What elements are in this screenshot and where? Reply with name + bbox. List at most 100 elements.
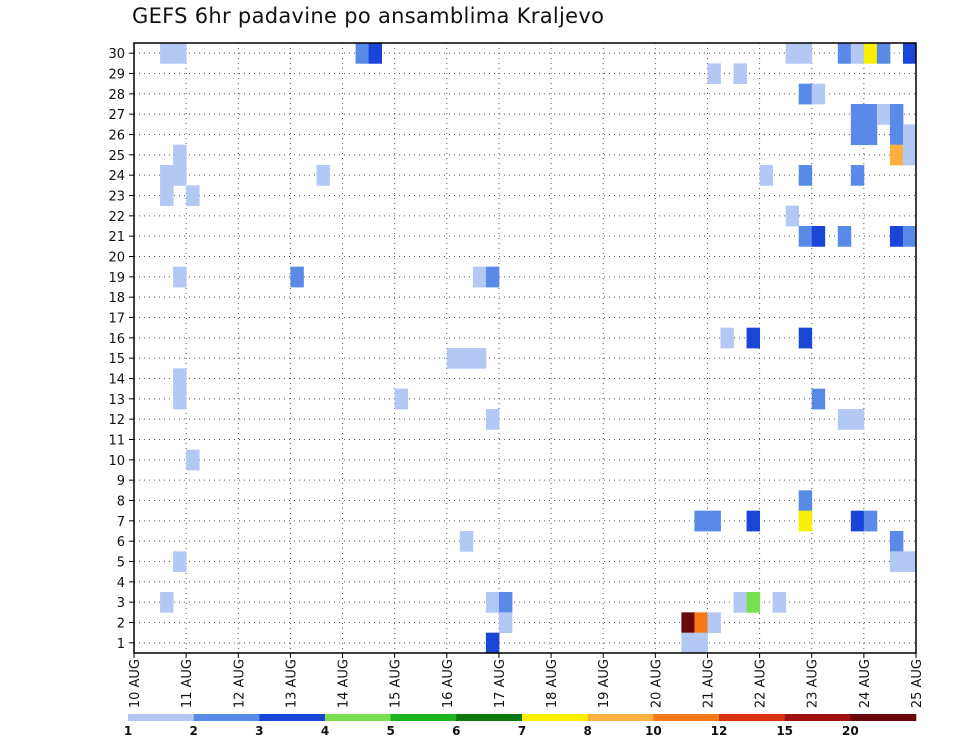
data-cell: [889, 144, 904, 166]
data-cell: [160, 185, 174, 207]
y-tick-label: 21: [108, 230, 125, 245]
colorbar-segment: [128, 714, 194, 721]
colorbar-segment: [193, 714, 260, 721]
data-cell: [160, 592, 174, 613]
data-cell: [160, 43, 174, 64]
data-cell: [798, 226, 813, 247]
y-tick-label: 19: [108, 271, 125, 286]
data-cell: [733, 63, 747, 85]
data-cell: [368, 43, 383, 64]
x-tick-label: 14 AUG: [337, 659, 352, 708]
data-cell: [811, 83, 826, 105]
data-cell: [889, 531, 904, 552]
data-cell: [902, 144, 917, 166]
data-cell: [876, 43, 891, 64]
colorbar-label: 20: [842, 724, 859, 738]
data-cell: [863, 104, 878, 125]
y-tick-label: 9: [117, 474, 125, 489]
x-tick-label: 19 AUG: [597, 659, 612, 708]
data-cell: [394, 388, 409, 410]
data-cell: [173, 144, 187, 166]
y-tick-label: 27: [108, 108, 125, 123]
y-tick-label: 3: [117, 596, 125, 611]
data-cell: [902, 226, 917, 247]
colorbar-label: 12: [711, 724, 728, 738]
y-tick-label: 5: [117, 556, 125, 571]
y-tick-label: 30: [108, 47, 125, 62]
chart-cells: [160, 43, 917, 654]
x-tick-label: 18 AUG: [545, 659, 560, 708]
data-cell: [889, 551, 904, 573]
y-tick-label: 23: [108, 190, 125, 205]
x-tick-label: 21 AUG: [701, 659, 716, 708]
y-tick-label: 4: [117, 576, 125, 591]
x-axis: 10 AUG 11 AUG 12 AUG 13 AUG 14 AUG 15 AUG 16 A…: [128, 653, 925, 708]
data-cell: [459, 348, 474, 369]
data-cell: [459, 531, 474, 552]
colorbar: 1 2 3 4 5 6 7 8 10 12 15 20: [124, 714, 917, 738]
data-cell: [694, 612, 708, 634]
data-cell: [850, 409, 865, 430]
y-tick-label: 11: [108, 434, 125, 449]
data-cell: [173, 368, 187, 390]
x-tick-label: 10 AUG: [128, 659, 143, 708]
data-cell: [798, 83, 813, 105]
data-cell: [173, 43, 187, 64]
y-tick-label: 20: [108, 251, 125, 266]
data-cell: [498, 592, 513, 613]
data-cell: [785, 205, 800, 227]
data-cell: [485, 409, 500, 430]
data-cell: [707, 63, 721, 85]
colorbar-segment: [456, 714, 523, 721]
data-cell: [811, 388, 826, 410]
data-cell: [837, 409, 852, 430]
colorbar-segment: [522, 714, 588, 721]
data-cell: [850, 165, 865, 186]
data-cell: [811, 226, 826, 247]
data-cell: [681, 612, 695, 634]
data-cell: [889, 124, 904, 146]
data-cell: [798, 43, 813, 64]
y-tick-label: 10: [108, 454, 125, 469]
x-tick-label: 12 AUG: [232, 659, 247, 708]
y-axis: 1234567891011121314151617181920212223242…: [108, 47, 134, 652]
data-cell: [837, 226, 852, 247]
data-cell: [876, 104, 891, 125]
data-cell: [472, 348, 487, 369]
data-cell: [759, 165, 774, 186]
colorbar-label: 3: [255, 724, 263, 738]
data-cell: [707, 510, 721, 532]
data-cell: [798, 490, 813, 512]
data-cell: [173, 551, 187, 573]
data-cell: [681, 632, 695, 654]
x-tick-label: 16 AUG: [441, 659, 456, 708]
y-tick-label: 1: [117, 637, 125, 652]
y-tick-label: 16: [108, 332, 125, 347]
x-tick-label: 11 AUG: [180, 659, 195, 708]
y-tick-label: 14: [108, 373, 125, 388]
data-cell: [290, 266, 304, 288]
data-cell: [902, 43, 917, 64]
y-tick-label: 17: [108, 312, 125, 327]
data-cell: [485, 266, 500, 288]
data-cell: [173, 266, 187, 288]
colorbar-label: 1: [124, 724, 132, 738]
data-cell: [850, 104, 865, 125]
data-cell: [472, 266, 487, 288]
y-tick-label: 18: [108, 291, 125, 306]
y-tick-label: 2: [117, 617, 125, 632]
data-cell: [485, 592, 500, 613]
colorbar-segment: [325, 714, 391, 721]
colorbar-segment: [390, 714, 457, 721]
x-tick-label: 17 AUG: [493, 659, 508, 708]
data-cell: [798, 165, 813, 186]
y-tick-label: 6: [117, 535, 125, 550]
colorbar-label: 15: [776, 724, 793, 738]
plot-frame: [133, 42, 917, 654]
data-cell: [485, 632, 500, 654]
colorbar-segment: [587, 714, 654, 721]
data-cell: [746, 592, 760, 613]
data-cell: [186, 185, 200, 207]
data-cell: [798, 327, 813, 349]
